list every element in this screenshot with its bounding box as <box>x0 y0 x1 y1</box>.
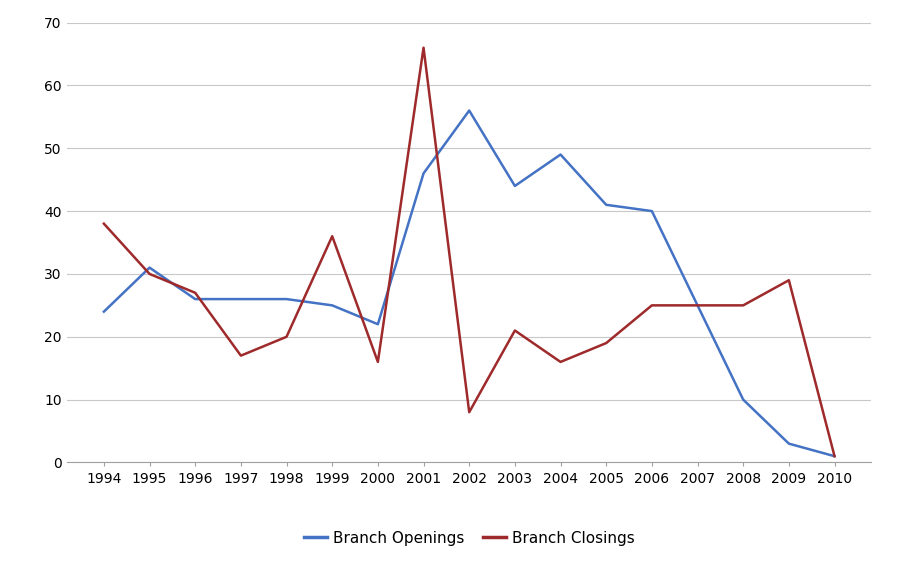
Branch Closings <box>145 271 155 277</box>
Branch Openings <box>327 302 338 309</box>
Branch Closings <box>327 233 338 240</box>
Branch Closings <box>555 359 566 365</box>
Branch Openings <box>373 321 383 328</box>
Branch Openings <box>647 208 657 214</box>
Branch Openings <box>418 170 429 177</box>
Branch Openings <box>464 107 475 114</box>
Branch Closings <box>235 352 246 359</box>
Branch Closings <box>189 289 200 296</box>
Branch Closings <box>738 302 749 309</box>
Branch Openings <box>783 440 794 447</box>
Branch Closings <box>601 340 612 346</box>
Branch Openings <box>555 151 566 158</box>
Branch Closings <box>464 409 475 416</box>
Line: Branch Closings: Branch Closings <box>104 48 834 456</box>
Branch Openings <box>601 201 612 208</box>
Branch Openings <box>692 302 703 309</box>
Branch Closings <box>418 45 429 51</box>
Branch Closings <box>373 359 383 365</box>
Branch Closings <box>99 221 110 227</box>
Branch Closings <box>829 453 840 460</box>
Branch Closings <box>783 277 794 284</box>
Legend: Branch Openings, Branch Closings: Branch Openings, Branch Closings <box>298 525 640 552</box>
Branch Closings <box>281 333 292 340</box>
Branch Openings <box>738 396 749 403</box>
Branch Openings <box>829 453 840 460</box>
Branch Closings <box>692 302 703 309</box>
Branch Openings <box>235 296 246 302</box>
Line: Branch Openings: Branch Openings <box>104 111 834 456</box>
Branch Closings <box>647 302 657 309</box>
Branch Openings <box>281 296 292 302</box>
Branch Openings <box>509 183 520 190</box>
Branch Closings <box>509 327 520 334</box>
Branch Openings <box>189 296 200 302</box>
Branch Openings <box>99 309 110 315</box>
Branch Openings <box>145 265 155 271</box>
